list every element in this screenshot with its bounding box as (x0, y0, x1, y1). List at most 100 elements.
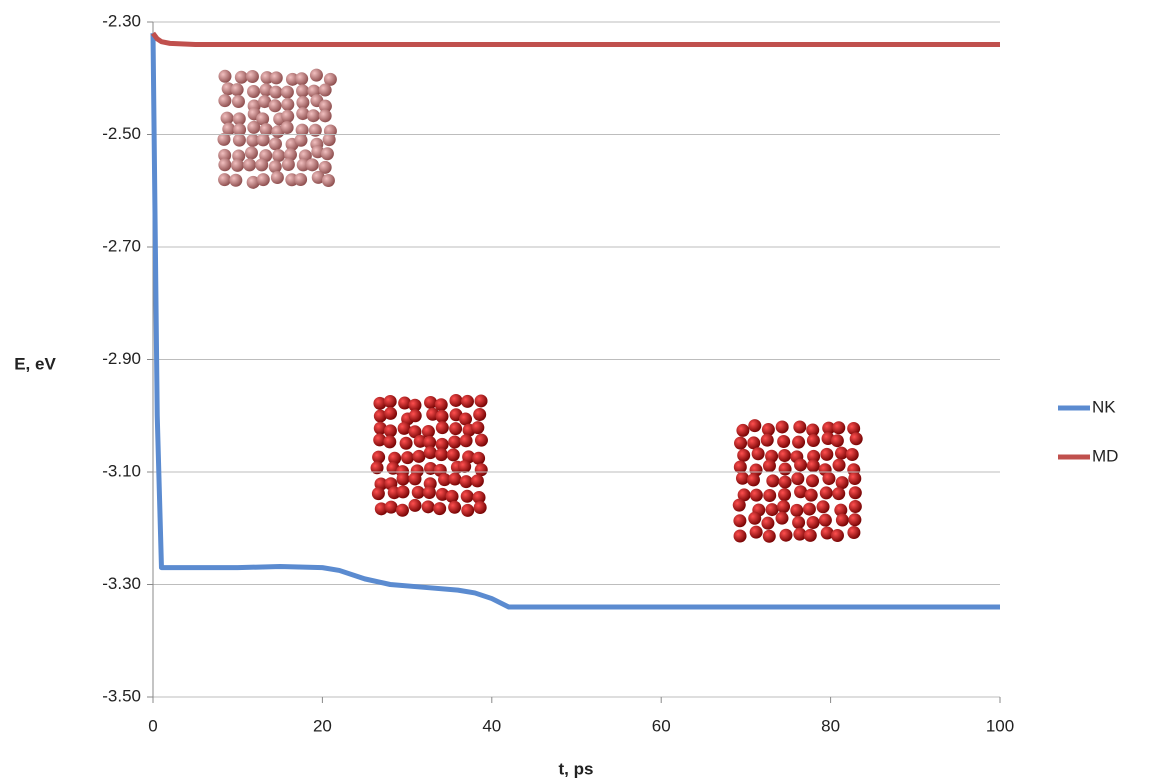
atom (217, 132, 231, 146)
atom (751, 447, 765, 461)
atom (321, 174, 335, 188)
atom (460, 489, 474, 503)
y-tick-label: -2.90 (102, 349, 141, 368)
atom (269, 85, 283, 99)
y-tick-label: -3.50 (102, 686, 141, 705)
atom (474, 433, 488, 447)
atom (748, 419, 762, 433)
atom (793, 420, 807, 434)
atom (411, 485, 425, 499)
atom (421, 500, 435, 514)
atom (746, 473, 760, 487)
y-axis-label: E, eV (14, 354, 56, 373)
atom (448, 472, 462, 486)
atom (323, 72, 337, 86)
atom (834, 446, 848, 460)
atom (435, 409, 449, 423)
x-tick-label: 20 (313, 716, 332, 735)
atom (280, 121, 294, 135)
atom (259, 123, 273, 137)
atom (231, 158, 245, 172)
atom (308, 123, 322, 137)
atom (459, 412, 473, 426)
series-line (151, 31, 1000, 47)
atom (231, 95, 245, 109)
atom (295, 72, 309, 86)
atom (218, 69, 232, 83)
atom (383, 394, 397, 408)
atom (396, 485, 410, 499)
atom (806, 423, 820, 437)
atom (749, 488, 763, 502)
atom (281, 157, 295, 171)
atom (408, 472, 422, 486)
atom (285, 72, 299, 86)
atom (760, 433, 774, 447)
atom (247, 84, 261, 98)
atom (281, 97, 295, 111)
atom (778, 449, 792, 463)
atom (832, 421, 846, 435)
atom (822, 421, 836, 435)
atom (413, 434, 427, 448)
atom (296, 107, 310, 121)
atom (246, 133, 260, 147)
atom (832, 458, 846, 472)
atom (736, 423, 750, 437)
atom (777, 434, 791, 448)
atom (763, 488, 777, 502)
atom (247, 120, 261, 134)
atom (747, 436, 761, 450)
atom (268, 160, 282, 174)
atom (296, 84, 310, 98)
atom (318, 83, 332, 97)
atom (424, 395, 438, 409)
atom (434, 448, 448, 462)
atom (294, 172, 308, 186)
atom (793, 527, 807, 541)
atom (230, 83, 244, 97)
atom (434, 398, 448, 412)
atom (830, 529, 844, 543)
atom (762, 459, 776, 473)
atom (779, 528, 793, 542)
atom (806, 433, 820, 447)
atom (778, 462, 792, 476)
atom (847, 526, 861, 540)
atom (371, 487, 385, 501)
atom (735, 471, 749, 485)
atom (470, 474, 484, 488)
atom (473, 408, 487, 422)
atom (318, 109, 332, 123)
atom (232, 112, 246, 126)
atom (296, 95, 310, 109)
atom (305, 158, 319, 172)
atom (848, 486, 862, 500)
atom (790, 503, 804, 517)
atom (372, 450, 386, 464)
atom (472, 490, 486, 504)
atom (775, 511, 789, 525)
atom (318, 99, 332, 113)
atom (218, 158, 232, 172)
atom (408, 398, 422, 412)
atom (438, 473, 452, 487)
atom (294, 133, 308, 147)
x-tick-label: 100 (986, 716, 1014, 735)
atom (460, 394, 474, 408)
atom (818, 513, 832, 527)
atom (218, 94, 232, 108)
atom (218, 148, 232, 162)
atom (421, 425, 435, 439)
atom (848, 513, 862, 527)
atom (244, 146, 258, 160)
atom (388, 451, 402, 465)
atom (733, 529, 747, 543)
atom (791, 472, 805, 486)
atom (370, 461, 384, 475)
atom (384, 500, 398, 514)
atom (733, 514, 747, 528)
atom (472, 451, 486, 465)
cluster-images (217, 68, 863, 543)
